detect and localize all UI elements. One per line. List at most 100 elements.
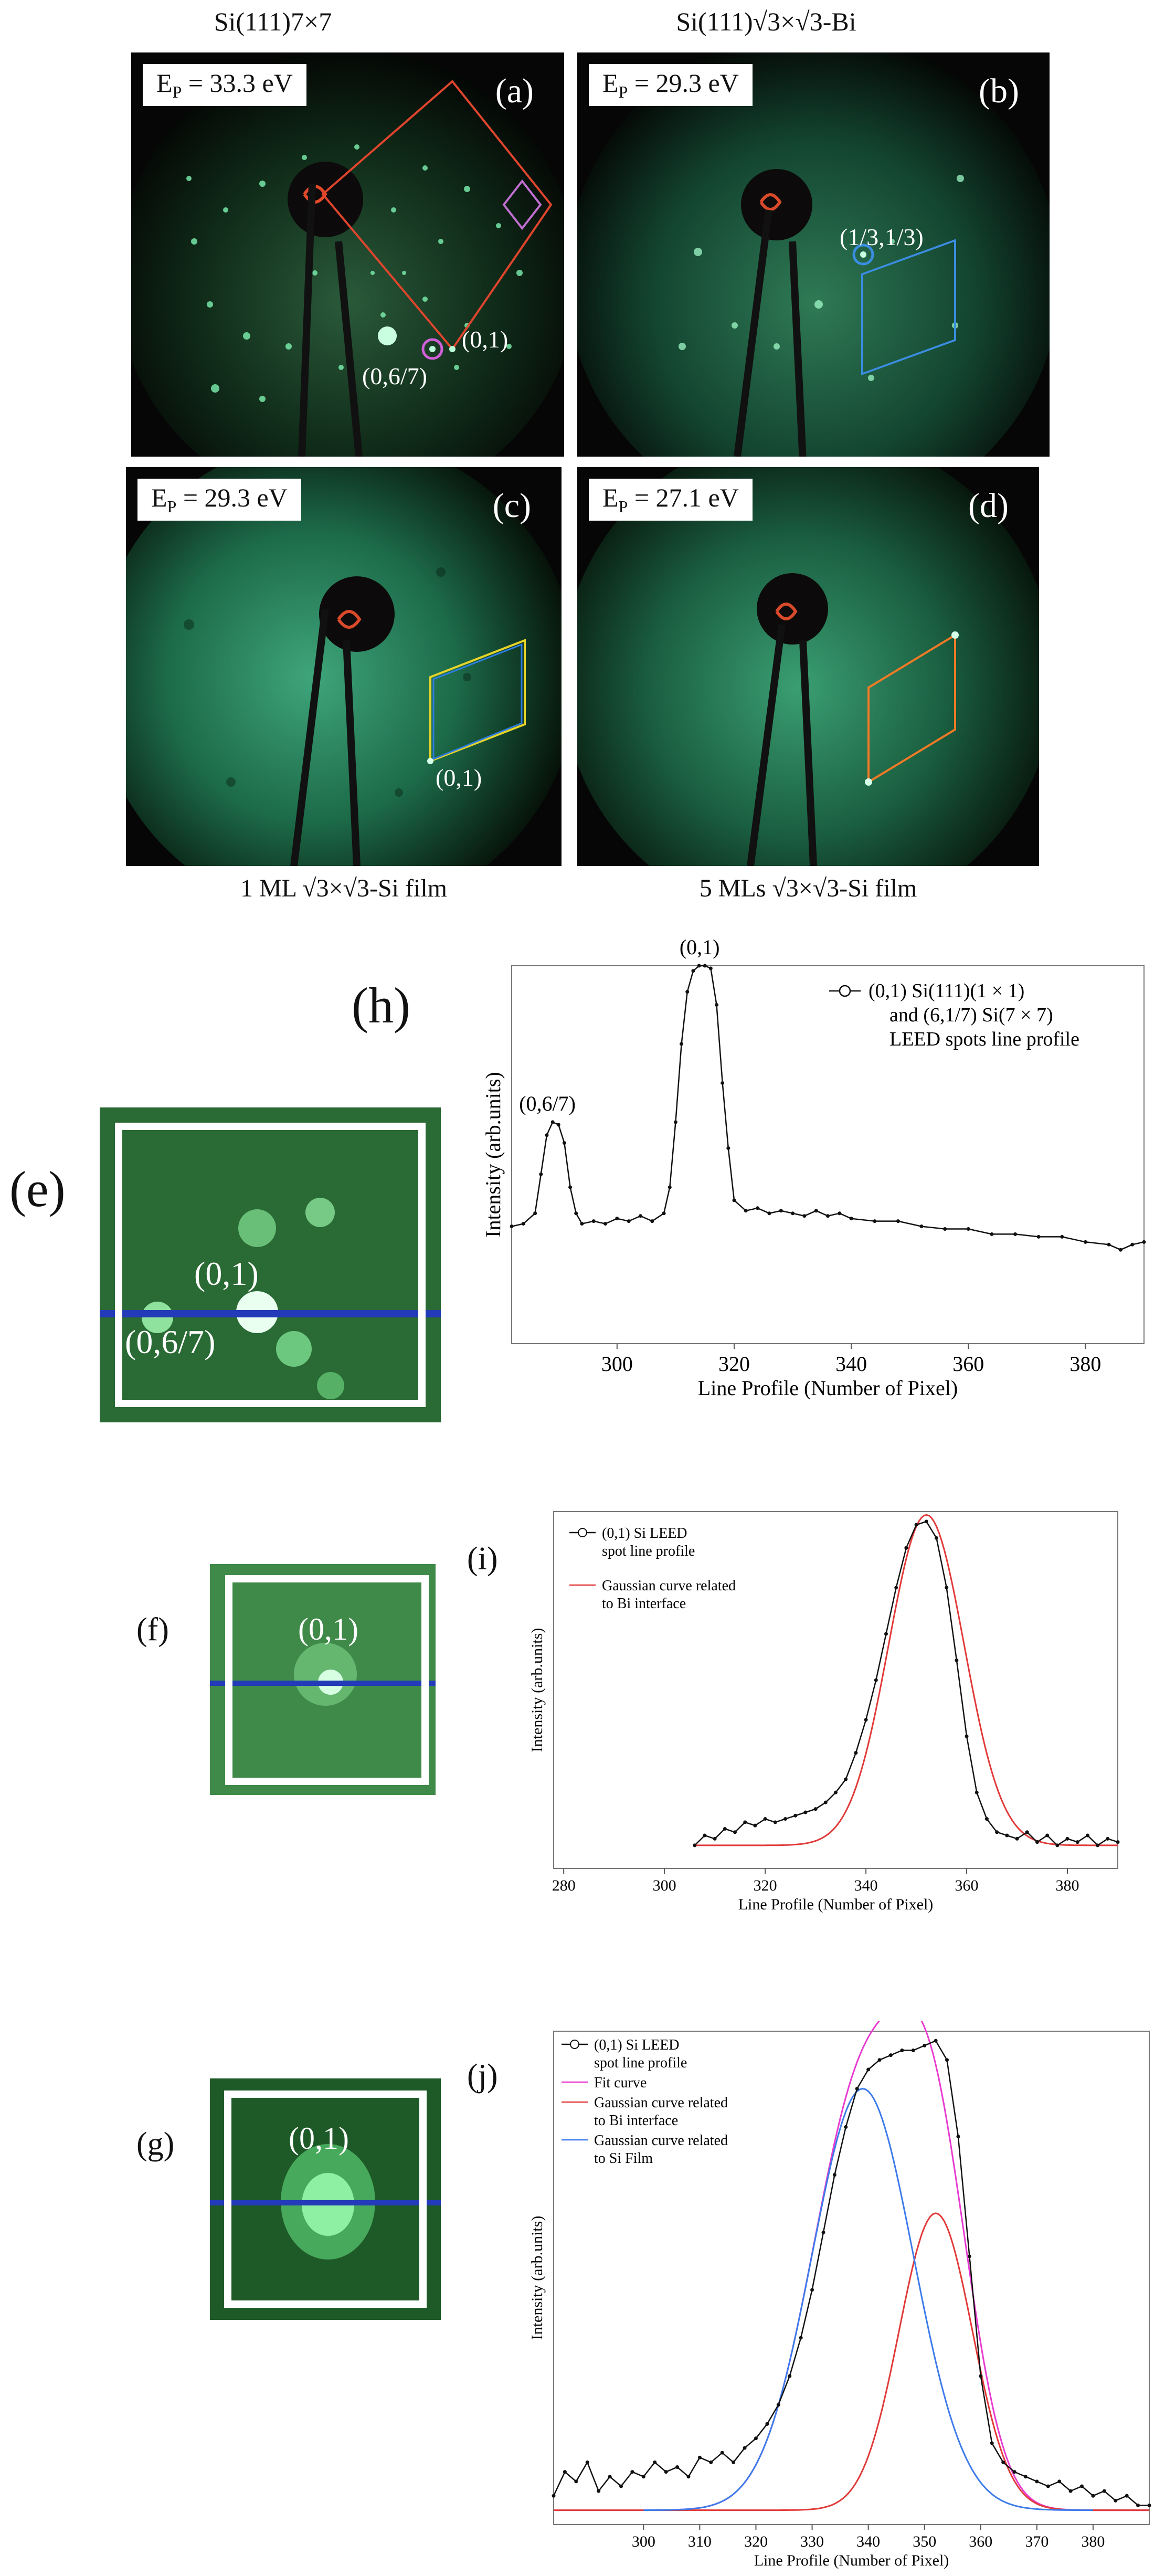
leed-image-a: EP = 33.3 eV (a) (0,1) (0,6/7) [131,52,564,457]
legend-entry: Gaussian curve related [594,2132,728,2149]
data-point [680,1042,684,1046]
panel-a-title: Si(111)7×7 [214,7,332,36]
plot-frame [553,2031,1150,2525]
spot-label-1313-b: (1/3,1/3) [840,224,924,250]
data-point [664,2470,668,2474]
data-point [1005,1833,1009,1838]
panel-label-e: (e) [9,1161,66,1217]
data-point [693,1843,697,1847]
data-point [608,2475,612,2479]
panel-label-h: (h) [352,977,410,1033]
data-point [995,1830,999,1834]
data-point [919,1224,924,1229]
data-point [945,1586,949,1590]
panel-label-a: (a) [495,72,534,110]
spot-label-01-a: (0,1) [462,326,509,353]
y-axis-label: Intensity (arb.units) [481,1072,505,1238]
data-point [776,2403,780,2407]
series-line-0 [694,1521,1118,1846]
spot-label-01-g: (0,1) [289,2121,349,2156]
chart-h-svg: 300 320 340 360 380 Line Profile (Number of P… [481,935,1146,1400]
data-point [638,1214,642,1218]
data-point [810,2288,814,2292]
data-point [814,1209,818,1213]
data-point [641,2475,645,2479]
x-tick-label: 310 [688,2533,712,2550]
legend-entry-cont: to Bi interface [602,1596,686,1612]
data-point [1106,1836,1110,1841]
data-point [914,1523,918,1527]
data-point [619,2484,623,2488]
data-point [708,966,713,970]
x-axis-label: Line Profile (Number of Pixel) [754,2552,949,2569]
spot-label-067-e: (0,6/7) [125,1323,216,1360]
crop-image-e: (0,1) (0,6/7) [100,1107,441,1422]
x-tick-label: 360 [969,2533,992,2550]
data-point [765,2422,769,2426]
data-point [900,2049,904,2053]
data-point [877,2058,882,2062]
x-tick-label: 340 [854,1877,878,1894]
data-point [568,1185,573,1189]
legend-marker [839,985,851,997]
ep-sub: P [618,82,628,101]
data-point [723,1827,727,1831]
ep-prefix: E [156,68,173,98]
chart-j-svg: 300 310 320 330 340 350 360 370 380 Line Profile … [528,2021,1151,2569]
data-point [934,2039,938,2043]
data-point [934,1536,938,1540]
ep-prefix: E [602,483,619,512]
panel-label-f: (f) [136,1612,169,1648]
data-point [630,2470,634,2474]
ep-value: = 29.3 eV [176,483,288,512]
series-line-1 [694,1514,1118,1846]
energy-label-d: EP = 27.1 eV [589,479,753,521]
data-point [844,2125,848,2129]
panel-label-j: (j) [467,2058,498,2094]
data-point [803,1810,808,1814]
data-point [726,1146,730,1150]
data-point [1142,1240,1146,1244]
data-point [720,2451,724,2455]
chart-j: 300 310 320 330 340 350 360 370 380 Line Profile … [504,2021,1155,2572]
x-tick-label: 340 [856,2533,880,2550]
data-point [832,2173,836,2177]
legend-entry: (0,1) Si LEED [602,1525,687,1542]
data-point [763,1817,767,1821]
series-line-1 [643,2021,1149,2511]
data-point [533,1211,537,1216]
legend-marker [570,2040,579,2049]
plot-frame [553,1511,1118,1869]
data-point [686,2475,691,2479]
data-point [966,1227,970,1231]
data-point [783,1817,788,1821]
ep-sub: P [618,497,628,516]
data-point [821,2230,825,2234]
data-point [591,1219,596,1223]
series-line-0 [511,965,1145,1251]
ep-prefix: E [151,483,167,512]
data-point [793,1813,798,1818]
ep-sub: P [167,497,177,516]
data-point [1001,2460,1005,2464]
legend-marker [578,1528,587,1537]
legend-entry: Gaussian curve related [602,1578,736,1594]
leed-image-d: EP = 27.1 eV (d) [577,467,1039,866]
data-point [733,1830,737,1834]
legend-entry: Fit curve [594,2075,647,2091]
x-tick-label: 320 [754,1877,777,1894]
plot-frame [511,965,1145,1344]
x-tick-label: 380 [1056,1877,1079,1894]
energy-label-c: EP = 29.3 eV [137,479,301,521]
data-point [888,2053,893,2057]
crop-image-g: (0,1) [210,2078,441,2320]
y-axis-label: Intensity (arb.units) [528,2216,546,2340]
energy-label-b: EP = 29.3 eV [589,64,753,106]
data-point [1136,2503,1140,2507]
data-point [653,2460,657,2464]
leed-pattern-c [126,467,562,866]
data-point [866,2067,871,2072]
data-point [844,1777,848,1781]
data-point [849,1217,853,1221]
data-point [552,2494,556,2498]
